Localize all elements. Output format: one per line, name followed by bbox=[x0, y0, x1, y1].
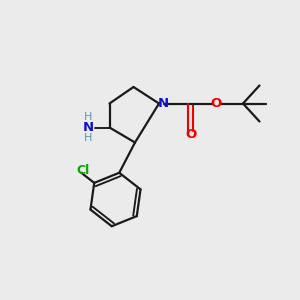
Text: O: O bbox=[185, 128, 196, 141]
Text: N: N bbox=[83, 121, 94, 134]
Text: N: N bbox=[157, 97, 169, 110]
Text: H: H bbox=[84, 133, 93, 143]
Text: Cl: Cl bbox=[76, 164, 89, 177]
Text: O: O bbox=[210, 97, 222, 110]
Text: H: H bbox=[84, 112, 93, 122]
